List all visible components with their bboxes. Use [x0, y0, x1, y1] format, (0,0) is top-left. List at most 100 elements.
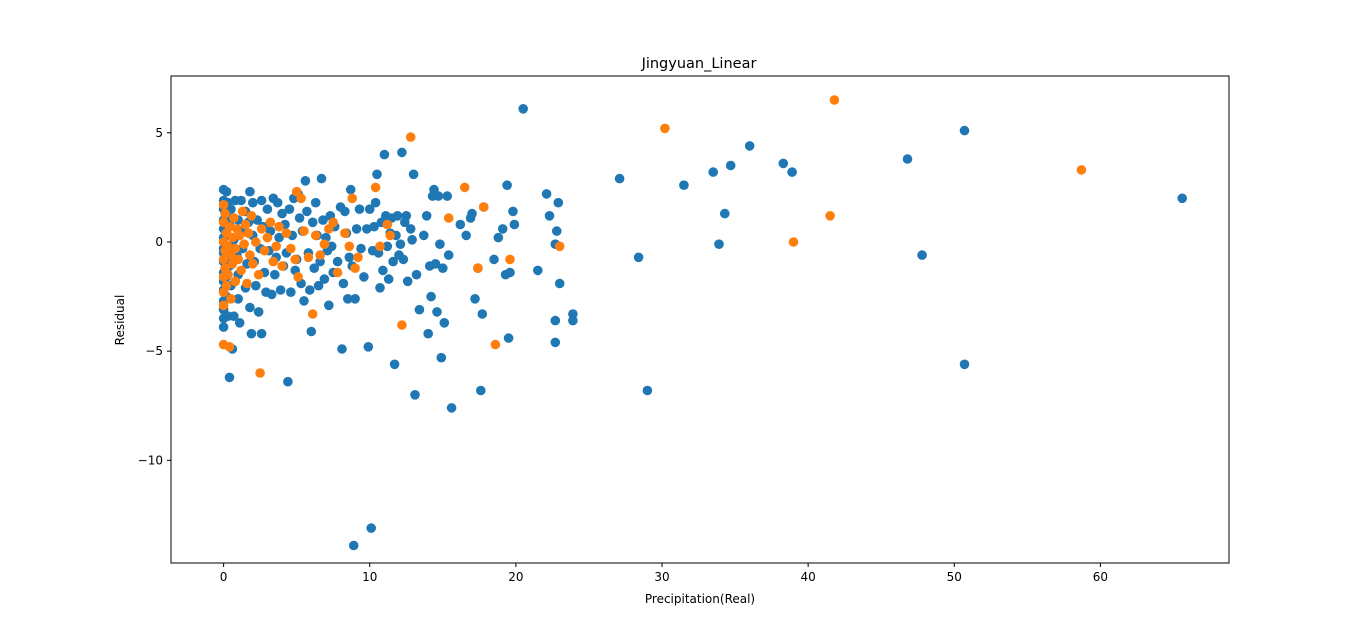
- data-point: [397, 147, 407, 158]
- data-point: [467, 208, 477, 219]
- data-point: [408, 169, 419, 180]
- data-point: [411, 269, 422, 280]
- data-point: [568, 309, 578, 319]
- data-point: [505, 267, 515, 278]
- data-point: [275, 285, 286, 295]
- data-point: [310, 230, 321, 241]
- data-point: [319, 239, 330, 249]
- data-point: [286, 243, 296, 254]
- data-point: [477, 309, 488, 319]
- data-point: [277, 208, 287, 219]
- data-point: [505, 254, 515, 265]
- data-point: [366, 523, 377, 533]
- data-point: [220, 208, 230, 219]
- data-point: [461, 230, 472, 241]
- data-point: [744, 141, 755, 151]
- data-point: [305, 285, 315, 295]
- data-point: [226, 294, 236, 304]
- y-tick-label: −5: [145, 344, 163, 358]
- data-point: [337, 344, 347, 354]
- data-point: [829, 95, 840, 105]
- data-point: [233, 254, 243, 265]
- data-point: [1076, 165, 1087, 175]
- data-point: [423, 328, 434, 339]
- data-point: [243, 228, 254, 238]
- x-axis-label: Precipitation(Real): [645, 592, 755, 606]
- data-point: [299, 296, 309, 306]
- data-point: [319, 274, 330, 284]
- data-point: [302, 206, 312, 217]
- data-point: [383, 274, 394, 284]
- data-point: [959, 125, 970, 136]
- data-point: [398, 254, 409, 265]
- data-point: [778, 158, 789, 169]
- chart-title: Jingyuan_Linear: [641, 56, 757, 72]
- x-tick-label: 40: [800, 570, 815, 584]
- data-point: [347, 193, 358, 204]
- x-tick-label: 60: [1093, 570, 1108, 584]
- data-point: [272, 197, 283, 208]
- data-point: [720, 208, 730, 219]
- data-point: [271, 241, 282, 252]
- data-point: [253, 269, 264, 280]
- data-point: [223, 269, 233, 280]
- data-point: [306, 326, 317, 337]
- data-point: [470, 294, 480, 304]
- y-tick-label: 0: [155, 235, 163, 249]
- data-point: [410, 390, 420, 400]
- data-point: [343, 294, 353, 304]
- data-point: [508, 206, 518, 217]
- x-tick-label: 0: [220, 570, 228, 584]
- data-point: [550, 337, 561, 348]
- data-point: [414, 304, 425, 315]
- data-point: [660, 123, 670, 134]
- data-point: [364, 204, 375, 214]
- data-point: [714, 239, 724, 249]
- data-point: [307, 309, 318, 319]
- data-point: [338, 278, 349, 289]
- data-point: [240, 219, 251, 230]
- data-point: [256, 328, 267, 339]
- data-point: [502, 180, 512, 190]
- data-point: [229, 311, 239, 322]
- data-point: [489, 254, 499, 265]
- data-point: [221, 186, 232, 197]
- data-point: [633, 252, 644, 263]
- data-point: [309, 263, 320, 274]
- data-point: [340, 228, 350, 238]
- data-point: [328, 217, 339, 228]
- data-point: [825, 211, 835, 221]
- data-point: [550, 315, 561, 326]
- data-point: [234, 230, 245, 241]
- data-point: [426, 291, 436, 302]
- data-point: [218, 200, 229, 210]
- data-point: [787, 167, 797, 177]
- plot-frame: [170, 75, 1230, 564]
- data-point: [259, 245, 270, 256]
- data-point: [344, 252, 355, 263]
- y-tick-label: −10: [138, 453, 163, 467]
- data-point: [299, 226, 309, 236]
- data-point: [307, 217, 318, 228]
- points-layer: [218, 95, 1187, 551]
- data-point: [419, 230, 429, 241]
- data-point: [256, 195, 267, 206]
- data-point: [251, 237, 261, 247]
- data-point: [344, 241, 355, 252]
- data-point: [389, 359, 400, 370]
- data-point: [433, 191, 444, 201]
- data-point: [286, 287, 296, 298]
- data-point: [478, 202, 489, 212]
- data-point: [370, 197, 381, 208]
- data-point: [435, 239, 445, 249]
- data-point: [363, 342, 374, 352]
- x-tick-label: 30: [654, 570, 669, 584]
- data-point: [379, 149, 390, 160]
- data-point: [402, 276, 413, 287]
- data-point: [283, 376, 293, 387]
- data-point: [397, 320, 407, 330]
- data-point: [378, 265, 388, 276]
- data-point: [303, 252, 314, 263]
- data-point: [375, 241, 385, 252]
- data-point: [218, 254, 229, 265]
